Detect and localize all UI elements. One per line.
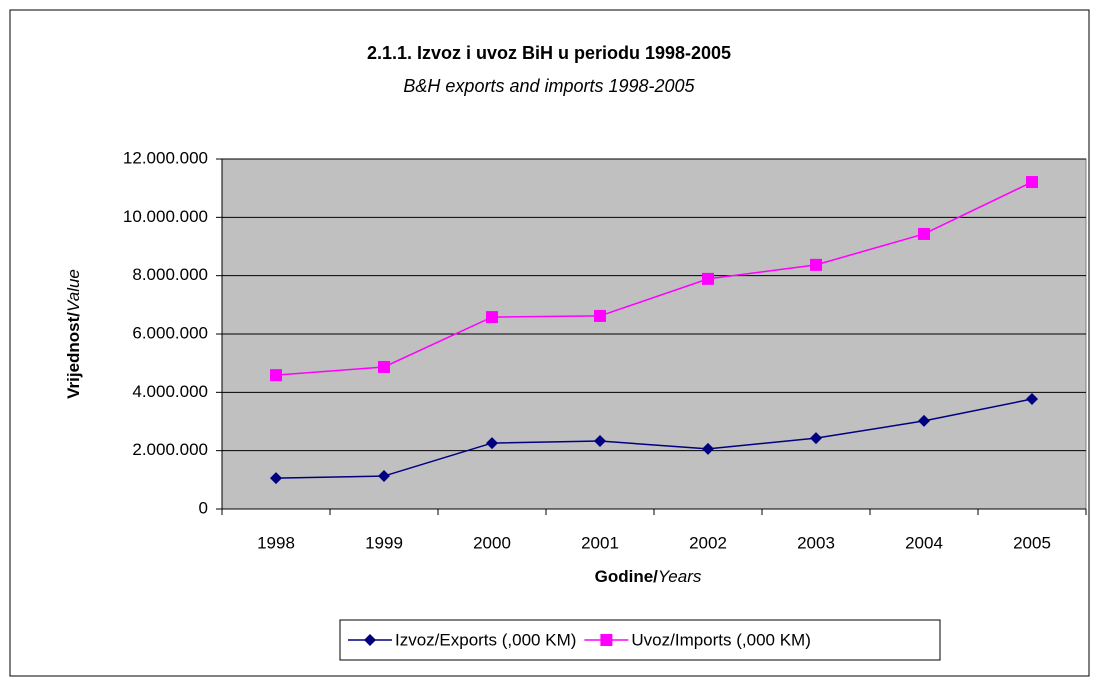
x-axis-title: Godine/Years [595,567,702,586]
y-tick-label: 4.000.000 [132,382,208,401]
marker [594,309,606,322]
x-tick-label: 2005 [1013,533,1051,552]
series-line [275,181,1033,376]
x-tick-label: 2001 [581,533,619,552]
y-tick-label: 0 [199,498,208,517]
marker [594,435,606,448]
x-tick-label: 2004 [905,533,943,552]
x-tick-label: 1999 [365,533,403,552]
y-tick-label: 12.000.000 [123,148,208,167]
x-axis-title-bold: Godine/ [595,567,659,586]
legend-label: Uvoz/Imports (,000 KM) [631,630,811,649]
chart-subtitle: B&H exports and imports 1998-2005 [403,76,695,96]
x-axis-title-italic: Years [658,567,702,586]
legend-label: Izvoz/Exports (,000 KM) [395,630,576,649]
marker [702,442,714,455]
series-line [275,398,1033,479]
x-tick-label: 2000 [473,533,511,552]
y-tick-label: 8.000.000 [132,265,208,284]
marker [918,227,930,240]
marker [378,360,390,373]
chart-title: 2.1.1. Izvoz i uvoz BiH u periodu 1998-2… [367,43,731,63]
x-tick-label: 1998 [257,533,295,552]
legend-marker [600,634,613,646]
marker [1026,393,1038,406]
y-tick-label: 2.000.000 [132,440,208,459]
y-axis-title: Vrijednost/Value [64,269,83,399]
y-axis-title-bold: Vrijednost/ [64,312,83,399]
marker [1026,176,1038,189]
x-tick-label: 2002 [689,533,727,552]
marker [810,258,822,271]
legend-box [339,619,941,661]
marker [702,272,714,285]
marker [810,432,822,445]
marker [486,311,498,324]
y-tick-label: 10.000.000 [123,207,208,226]
marker [918,414,930,427]
x-tick-label: 2003 [797,533,835,552]
marker [270,472,282,485]
legend-marker [364,634,376,646]
marker [378,470,390,483]
y-tick-label: 6.000.000 [132,323,208,342]
marker [486,437,498,450]
y-axis-title-italic: Value [64,269,83,312]
marker [270,369,282,382]
